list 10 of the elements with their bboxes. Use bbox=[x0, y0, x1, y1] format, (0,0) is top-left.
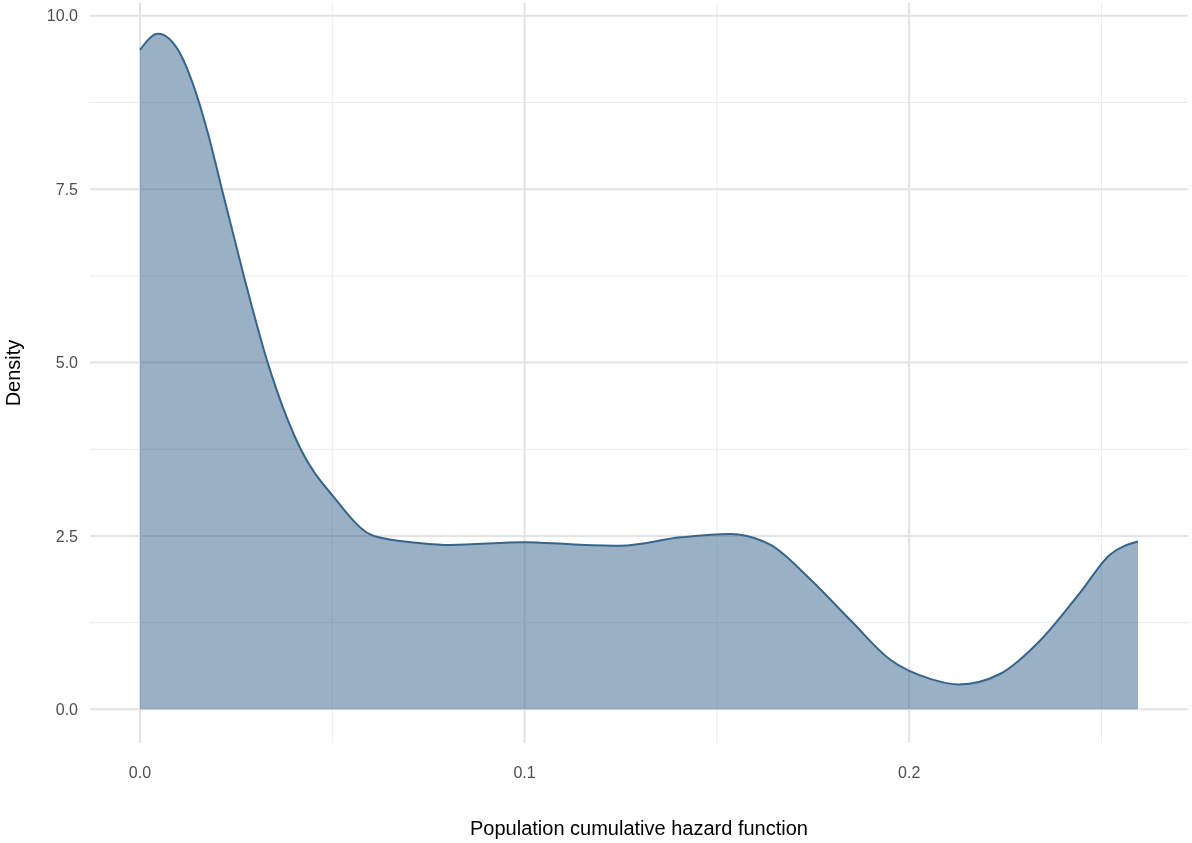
y-tick-label: 10.0 bbox=[46, 7, 79, 25]
y-tick-label: 5.0 bbox=[55, 354, 79, 372]
x-tick-label: 0.1 bbox=[513, 764, 536, 781]
y-tick-label: 2.5 bbox=[55, 527, 79, 545]
y-axis-title: Density bbox=[2, 339, 24, 407]
x-tick-label: 0.2 bbox=[898, 764, 921, 781]
y-tick-label: 0.0 bbox=[55, 700, 79, 718]
y-tick-label: 7.5 bbox=[55, 180, 79, 198]
x-axis-title: Population cumulative hazard function bbox=[470, 817, 808, 839]
x-tick-label: 0.0 bbox=[128, 764, 152, 781]
